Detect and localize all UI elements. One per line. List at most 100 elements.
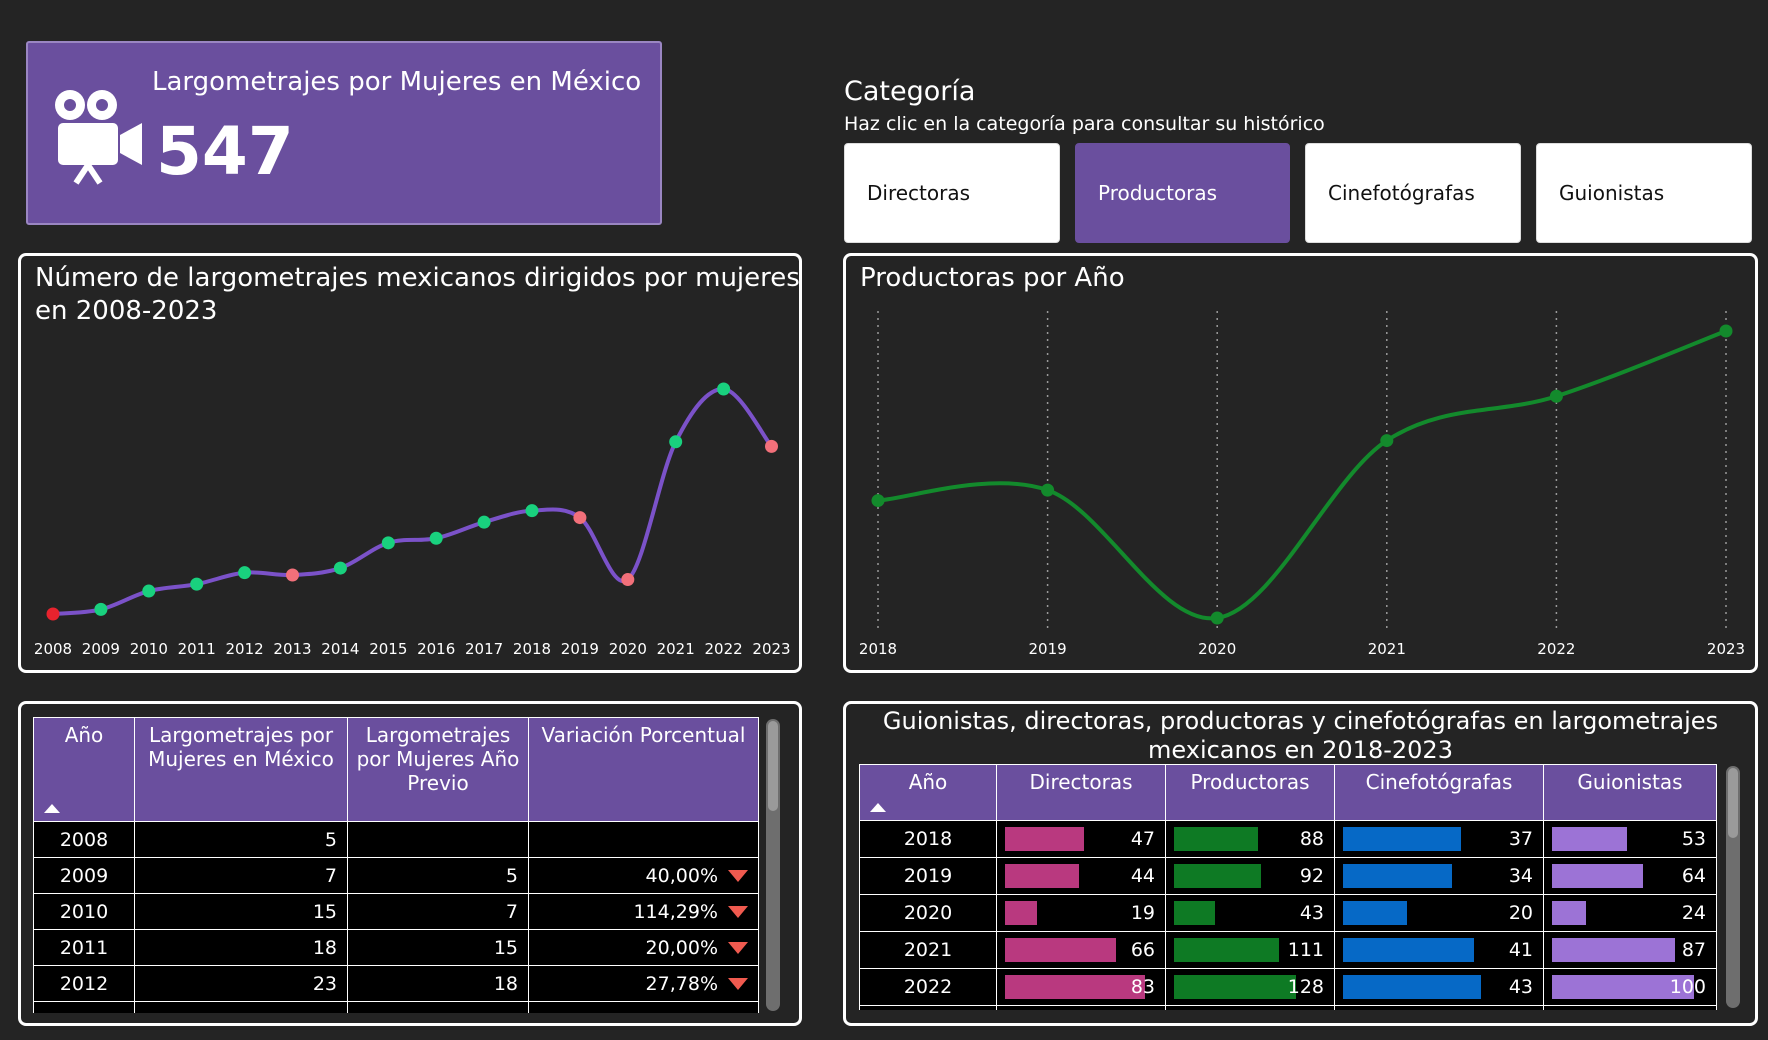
category-button-guionistas[interactable]: Guionistas	[1536, 143, 1752, 243]
kpi-title: Largometrajes por Mujeres en México	[152, 67, 642, 97]
sort-asc-icon[interactable]	[44, 804, 60, 813]
data-bar	[1552, 975, 1694, 999]
table-row[interactable]: 2019 44 92 34 64	[859, 857, 1717, 895]
bar-value: 43	[1508, 976, 1533, 998]
table2-scroll-thumb[interactable]	[1728, 768, 1738, 838]
trend-down-icon	[728, 942, 748, 954]
table2-cell: 64	[1543, 857, 1717, 895]
variation-value: 40,00%	[645, 864, 718, 887]
table-row[interactable]: 2018 47 88 37 53	[859, 820, 1717, 858]
chart2-point	[1210, 611, 1224, 625]
table2-title: Guionistas, directoras, productoras y ci…	[882, 707, 1719, 764]
bar-cell: 43	[1335, 969, 1543, 1005]
table2-cell: 53	[1543, 820, 1717, 858]
data-bar	[1552, 938, 1675, 962]
chart2-point	[871, 494, 885, 508]
data-bar	[1343, 938, 1474, 962]
table2-header-guionistas[interactable]: Guionistas	[1543, 764, 1717, 821]
table1-scrollbar[interactable]	[766, 719, 780, 1011]
category-button-productoras[interactable]: Productoras	[1075, 143, 1290, 243]
table2-cell: 92	[1165, 857, 1335, 895]
table-row[interactable]: 2022 83 128 43 100	[859, 968, 1717, 1006]
table-row[interactable]: 2021 66 111 41 87	[859, 931, 1717, 969]
table-row[interactable]: 2020 19 43 20 24	[859, 894, 1717, 932]
table1-cell: 23	[134, 965, 348, 1002]
data-bar	[1552, 827, 1627, 851]
table2-cell: 128	[1165, 968, 1335, 1006]
table2-cell	[1334, 1005, 1544, 1010]
chart1-point	[573, 511, 587, 525]
bar-cell: 47	[997, 821, 1165, 857]
table2-header-year[interactable]: Año	[859, 764, 997, 821]
bar-cell: 41	[1335, 932, 1543, 968]
table1-cell: 15	[134, 893, 348, 930]
bar-cell: 37	[1335, 821, 1543, 857]
table1-cell: 2009	[33, 857, 135, 894]
bar-cell: 19	[997, 895, 1165, 931]
bar-cell: 64	[1544, 858, 1716, 894]
chart1-x-tick-label: 2016	[417, 640, 455, 658]
bar-value: 111	[1287, 939, 1324, 961]
bar-value: 37	[1508, 828, 1533, 850]
table2-cell: 19	[996, 894, 1166, 932]
category-button-directoras[interactable]: Directoras	[844, 143, 1060, 243]
table2-cell: 2019	[859, 857, 997, 895]
data-bar	[1343, 975, 1481, 999]
data-bar	[1005, 901, 1037, 925]
table1-header-variation[interactable]: Variación Porcentual	[528, 717, 759, 822]
bar-cell: 20	[1335, 895, 1543, 931]
chart1-x-tick-label: 2009	[82, 640, 120, 658]
chart1-x-tick-label: 2018	[513, 640, 551, 658]
table2-cell	[1165, 1005, 1335, 1010]
chart1-x-tick-label: 2014	[321, 640, 359, 658]
table1-header-count[interactable]: Largometrajes por Mujeres en México	[134, 717, 348, 822]
table1-cell	[347, 1001, 529, 1013]
chart1-line	[52, 386, 774, 616]
table1-header-previous[interactable]: Largometrajes por Mujeres Año Previo	[347, 717, 529, 822]
table-row[interactable]: 2009 7 5 40,00%	[33, 857, 759, 894]
chart1-point	[669, 435, 683, 449]
bar-cell: 44	[997, 858, 1165, 894]
bar-cell: 87	[1544, 932, 1716, 968]
chart2-x-tick-label: 2021	[1368, 640, 1406, 658]
category-title: Categoría	[844, 76, 976, 107]
table-row[interactable]: 2008 5	[33, 821, 759, 858]
chart1-point	[333, 561, 347, 575]
table1-header-year[interactable]: Año	[33, 717, 135, 822]
chart1-x-tick-label: 2019	[561, 640, 599, 658]
variation-value: 114,29%	[633, 900, 718, 923]
table2-cell: 43	[1165, 894, 1335, 932]
table-row[interactable]: 2012 23 18 27,78%	[33, 965, 759, 1002]
table1-cell: 7	[347, 893, 529, 930]
chart1-x-tick-label: 2017	[465, 640, 503, 658]
table2-header-cinefotografas[interactable]: Cinefotógrafas	[1334, 764, 1544, 821]
table2-cell: 2018	[859, 820, 997, 858]
table-row[interactable]: 2010 15 7 114,29%	[33, 893, 759, 930]
table2-header-directoras[interactable]: Directoras	[996, 764, 1166, 821]
bar-cell: 111	[1166, 932, 1334, 968]
table2-cell: 66	[996, 931, 1166, 969]
kpi-value: 547	[156, 113, 294, 190]
category-button-cinefotografas[interactable]: Cinefotógrafas	[1305, 143, 1521, 243]
chart1-x-tick-label: 2011	[178, 640, 216, 658]
table2-cell: 41	[1334, 931, 1544, 969]
chart1-x-tick-label: 2013	[273, 640, 311, 658]
table1-cell: 114,29%	[528, 893, 759, 930]
sort-asc-icon[interactable]	[870, 803, 886, 812]
table1-scroll-thumb[interactable]	[768, 721, 778, 811]
bar-value: 53	[1681, 828, 1706, 850]
table2-cell: 44	[996, 857, 1166, 895]
film-camera-icon	[55, 90, 142, 185]
bar-value: 24	[1681, 902, 1706, 924]
chart1-x-tick-label: 2021	[657, 640, 695, 658]
chart2-line	[877, 329, 1727, 621]
chart1-point	[717, 382, 731, 396]
table-row[interactable]: 2011 18 15 20,00%	[33, 929, 759, 966]
chart2-x-tick-label: 2022	[1537, 640, 1575, 658]
table2-cell	[996, 1005, 1166, 1010]
table2-scrollbar[interactable]	[1726, 766, 1740, 1008]
bar-value: 92	[1299, 865, 1324, 887]
chart2-point	[1041, 483, 1055, 497]
table2-cell	[859, 1005, 997, 1010]
table2-header-productoras[interactable]: Productoras	[1165, 764, 1335, 821]
